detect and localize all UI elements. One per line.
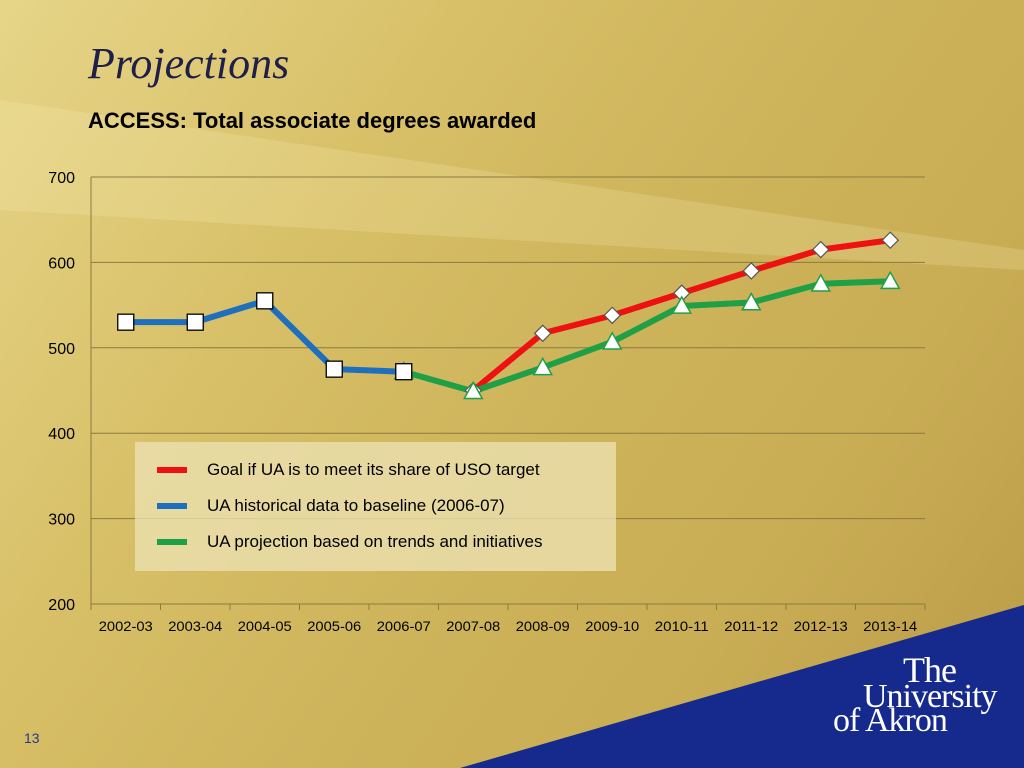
background-blue-wedge [460, 605, 1024, 768]
data-point-projection [532, 356, 554, 376]
x-tick-label: 2013-14 [863, 618, 917, 634]
x-tick-label: 2003-04 [168, 618, 222, 634]
data-point-projection [740, 291, 762, 311]
x-tick-label: 2007-08 [446, 618, 500, 634]
legend-item-goal: Goal if UA is to meet its share of USO t… [157, 458, 540, 482]
x-tick-label: 2012-13 [794, 618, 848, 634]
data-point-historical [186, 313, 204, 331]
data-point-goal [742, 262, 761, 280]
x-tick-label: 2006-07 [377, 618, 431, 634]
legend-swatch-goal [157, 467, 187, 473]
x-tick-label: 2011-12 [724, 618, 778, 634]
x-tick-label: 2009-10 [585, 618, 639, 634]
page-number: 13 [24, 730, 40, 746]
x-tick-label: 2005-06 [307, 618, 361, 634]
series-line-2 [400, 278, 894, 395]
university-logo: The University of Akron [833, 650, 1008, 739]
data-point-historical [325, 360, 343, 378]
data-point-projection [601, 331, 623, 350]
y-tick-label: 300 [48, 512, 75, 529]
data-point-goal [811, 240, 830, 259]
data-point-goal [533, 324, 552, 343]
data-point-projection [671, 295, 693, 314]
y-tick-label: 600 [48, 255, 75, 272]
logo-line-of-akron: of Akron [833, 702, 948, 739]
series-line-1 [122, 297, 407, 375]
data-point-historical [395, 363, 413, 381]
chart-subtitle: ACCESS: Total associate degrees awarded [88, 108, 537, 133]
legend-item-projection: UA projection based on trends and initia… [157, 530, 542, 554]
legend-item-historical: UA historical data to baseline (2006-07) [157, 494, 505, 518]
data-point-historical [256, 292, 274, 310]
slide-title: Projections [88, 39, 290, 88]
y-tick-label: 500 [48, 341, 75, 358]
legend-swatch-projection [157, 539, 187, 545]
x-tick-label: 2002-03 [99, 618, 153, 634]
logo-line-the: The [903, 650, 957, 690]
x-tick-label: 2004-05 [238, 618, 292, 634]
background-light-band [0, 100, 1024, 270]
y-tick-label: 400 [48, 426, 75, 443]
y-tick-label: 200 [48, 597, 75, 614]
data-point-projection [879, 270, 901, 290]
data-point-projection [810, 273, 832, 292]
y-tick-label: 700 [48, 170, 75, 187]
legend-label-projection: UA projection based on trends and initia… [207, 532, 543, 551]
data-point-historical [117, 313, 135, 331]
legend-label-historical: UA historical data to baseline (2006-07) [207, 496, 505, 515]
x-tick-label: 2010-11 [655, 618, 709, 634]
legend-swatch-historical [157, 503, 187, 509]
data-point-goal [603, 306, 622, 325]
legend-label-goal: Goal if UA is to meet its share of USO t… [207, 460, 540, 479]
x-tick-label: 2008-09 [516, 618, 570, 634]
chart-legend: Goal if UA is to meet its share of USO t… [135, 442, 616, 571]
logo-line-university: University [863, 678, 998, 715]
data-point-goal [881, 231, 900, 250]
data-point-projection [462, 380, 484, 400]
